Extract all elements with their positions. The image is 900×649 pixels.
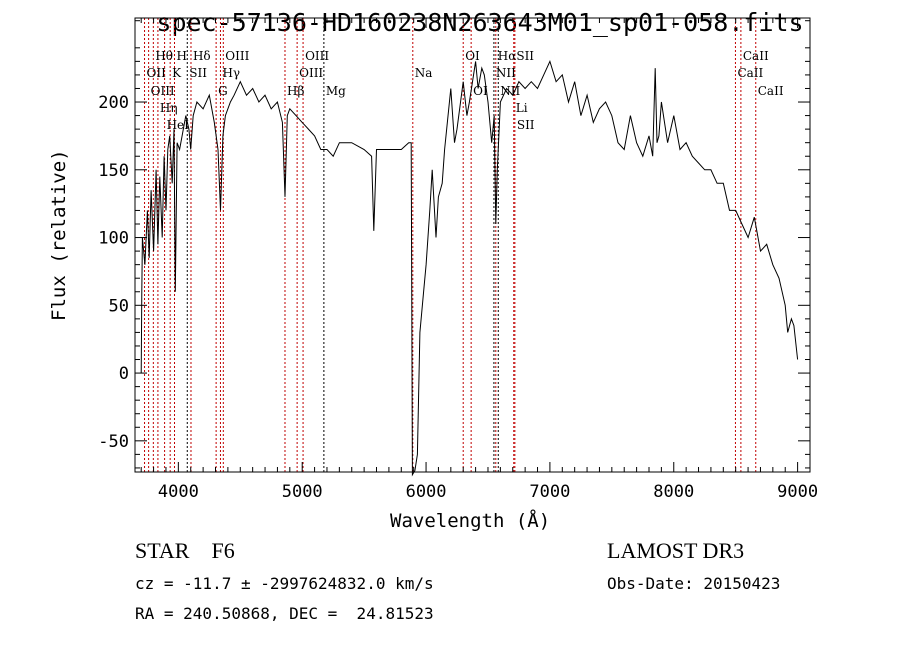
line-label: CaII (743, 49, 769, 63)
object-class: STAR F6 (135, 538, 235, 563)
y-tick-label: -50 (98, 432, 129, 452)
x-axis-label: Wavelength (Å) (390, 510, 551, 532)
chart-title: spec-57136-HD160238N263643M01_sp01-058.f… (156, 8, 804, 37)
line-label: Na (415, 66, 433, 80)
y-tick-label: 150 (98, 161, 129, 181)
y-tick-label: 50 (109, 296, 129, 316)
y-axis-label: Flux (relative) (48, 149, 70, 321)
line-label: NII (500, 84, 520, 98)
y-tick-label: 0 (119, 364, 129, 384)
ra-dec: RA = 240.50868, DEC = 24.81523 (135, 604, 434, 623)
obs-date: Obs-Date: 20150423 (607, 574, 781, 593)
line-label: HeI (167, 118, 190, 132)
line-label: Hδ (193, 49, 211, 63)
line-label: OI (465, 49, 480, 63)
line-label: Hθ (155, 49, 173, 63)
line-label: OIII (305, 49, 329, 63)
line-label: K (172, 66, 182, 80)
line-label: SII (189, 66, 207, 80)
x-tick-label: 7000 (529, 482, 570, 502)
line-label: Hγ (222, 66, 240, 80)
line-label: Mg (326, 84, 346, 98)
y-tick-label: 200 (98, 93, 129, 113)
line-label: Li (516, 101, 528, 115)
spectrum-line (140, 59, 799, 477)
line-label: G (218, 84, 228, 98)
plot-frame (134, 17, 811, 473)
x-tick-label: 6000 (406, 482, 447, 502)
x-tick-label: 5000 (282, 482, 323, 502)
line-label: OII (147, 66, 167, 80)
survey-name: LAMOST DR3 (607, 538, 745, 563)
x-tick-label: 8000 (653, 482, 694, 502)
line-label: CaII (737, 66, 763, 80)
line-label: CaII (758, 84, 784, 98)
line-label: Hη (160, 101, 178, 115)
line-label: OI (473, 84, 488, 98)
line-label: SII (517, 118, 535, 132)
line-label: HαSII (498, 49, 535, 63)
line-label: NII (496, 66, 516, 80)
line-label: Hβ (287, 84, 304, 98)
line-label: OIII (225, 49, 249, 63)
x-tick-label: 4000 (158, 482, 199, 502)
x-tick-label: 9000 (777, 482, 818, 502)
redshift-info: cz = -11.7 ± -2997624832.0 km/s (135, 574, 434, 593)
line-label: OIII (151, 84, 175, 98)
line-label: H (177, 49, 187, 63)
y-tick-label: 100 (98, 229, 129, 249)
line-label: OIII (299, 66, 323, 80)
